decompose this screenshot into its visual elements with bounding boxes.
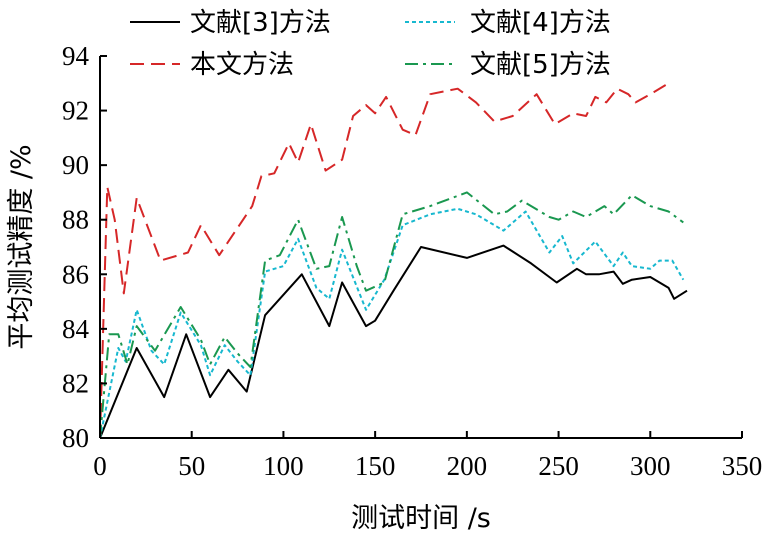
y-tick-label: 84 bbox=[62, 314, 90, 344]
axes bbox=[99, 56, 742, 439]
y-axis-title: 平均测试精度 /% bbox=[6, 144, 37, 349]
plot-lines bbox=[99, 82, 688, 439]
x-tick-label: 100 bbox=[263, 451, 304, 481]
y-tick-label: 86 bbox=[62, 259, 89, 289]
series-line-3 bbox=[99, 82, 670, 439]
x-tick-label: 0 bbox=[93, 451, 107, 481]
legend-label-2: 文献[4]方法 bbox=[470, 8, 611, 38]
y-tick-label: 90 bbox=[62, 150, 89, 180]
legend-label-1: 文献[3]方法 bbox=[190, 8, 331, 38]
y-tick-label: 88 bbox=[62, 205, 89, 235]
x-axis-title: 测试时间 /s bbox=[351, 503, 491, 534]
y-tick-label: 82 bbox=[62, 368, 89, 398]
x-tick-label: 200 bbox=[447, 451, 488, 481]
x-tick-label: 350 bbox=[722, 451, 763, 481]
y-tick-label: 92 bbox=[62, 96, 89, 126]
series-line-2 bbox=[99, 207, 685, 439]
ticks: 0 50 100 150 200 250 300 350 80 82 84 86 88 90 92 94 bbox=[62, 41, 762, 481]
x-tick-label: 50 bbox=[178, 451, 205, 481]
x-tick-label: 300 bbox=[630, 451, 671, 481]
legend-label-4: 文献[5]方法 bbox=[470, 50, 611, 80]
series-line-4 bbox=[99, 191, 684, 439]
x-tick-label: 150 bbox=[355, 451, 396, 481]
y-tick-label: 80 bbox=[62, 423, 89, 453]
series-line-1 bbox=[99, 244, 688, 439]
y-tick-label: 94 bbox=[62, 41, 90, 71]
x-tick-label: 250 bbox=[538, 451, 579, 481]
legend-label-3: 本文方法 bbox=[190, 50, 294, 80]
